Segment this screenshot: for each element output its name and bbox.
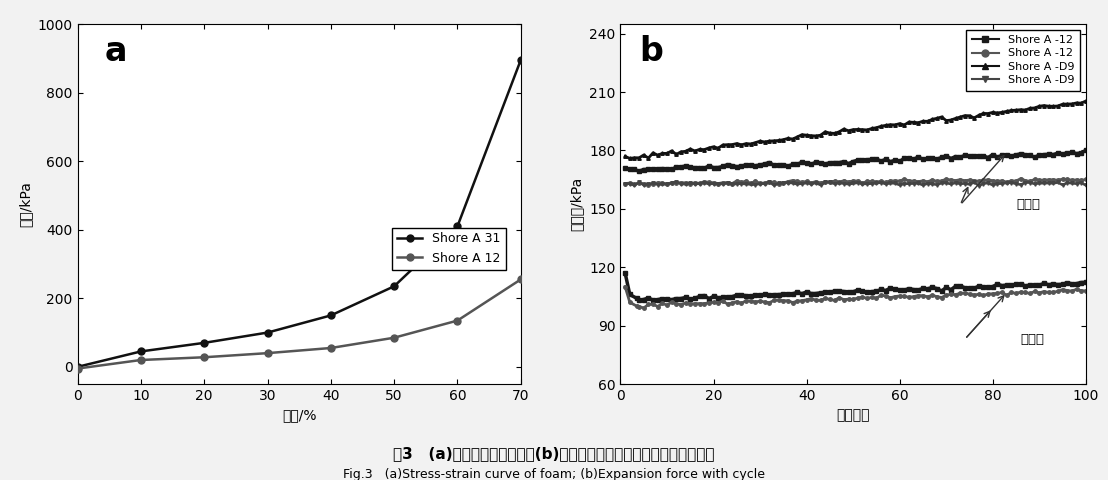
Shore A 31 [71, 364, 84, 370]
Shore A -12_dis [1065, 177, 1078, 183]
Shore A 12 [325, 345, 338, 351]
Legend: Shore A 31, Shore A 12: Shore A 31, Shore A 12 [392, 228, 505, 270]
Legend: Shore A -12, Shore A -12, Shore A -D9, Shore A -D9: Shore A -12, Shore A -12, Shore A -D9, S… [966, 30, 1080, 91]
Shore A 12 [514, 276, 527, 282]
Line: Shore A 12: Shore A 12 [74, 276, 524, 372]
Shore A -D9_dis [1065, 180, 1078, 186]
Shore A -12_dis [861, 179, 874, 184]
Shore A -12_dis [1014, 176, 1027, 181]
Shore A 12 [197, 354, 211, 360]
Shore A -D9_chg [623, 156, 636, 161]
Shore A 31 [197, 340, 211, 346]
Shore A -12_chg [618, 165, 632, 171]
Shore A -D9_dis [730, 181, 743, 187]
Shore A -D9_dis [669, 179, 683, 185]
Shore A 12 [451, 318, 464, 324]
Shore A 31 [451, 223, 464, 229]
Shore A 12 [71, 366, 84, 372]
Shore A -12_chg [1060, 150, 1074, 156]
Shore A 31 [134, 348, 147, 354]
Shore A -12_dis [1079, 177, 1092, 182]
Shore A -12_chg [633, 168, 646, 174]
Y-axis label: 应力/kPa: 应力/kPa [18, 181, 32, 227]
Line: Shore A 31: Shore A 31 [74, 57, 524, 371]
Shore A -D9_dis [861, 181, 874, 187]
Shore A -12_dis [642, 182, 655, 188]
X-axis label: 循环次数: 循环次数 [837, 408, 870, 422]
Shore A -D9_chg [711, 145, 725, 151]
Shore A -D9_chg [1060, 101, 1074, 107]
Shore A -D9_chg [1047, 103, 1060, 109]
Line: Shore A -D9_dis: Shore A -D9_dis [624, 180, 1088, 187]
X-axis label: 应变/%: 应变/% [281, 408, 317, 422]
Text: 放电末: 放电末 [1020, 333, 1045, 346]
Text: b: b [639, 35, 663, 68]
Shore A -12_dis [711, 180, 725, 186]
Shore A -D9_chg [618, 154, 632, 159]
Shore A -12_chg [897, 156, 911, 161]
Line: Shore A -12_dis: Shore A -12_dis [624, 177, 1088, 186]
Shore A -D9_chg [1079, 98, 1092, 104]
Text: 图3   (a)泡棉应力应变曲线；(b)不同循环下充电末与放电末膨胀力曲线: 图3 (a)泡棉应力应变曲线；(b)不同循环下充电末与放电末膨胀力曲线 [393, 446, 715, 461]
Shore A -D9_dis [618, 181, 632, 187]
Shore A 12 [388, 335, 401, 341]
Line: Shore A -D9_chg: Shore A -D9_chg [624, 99, 1088, 160]
Shore A -12_chg [1079, 147, 1092, 153]
Shore A -12_dis [1051, 177, 1065, 183]
Shore A -12_dis [897, 177, 911, 182]
Shore A -12_dis [618, 180, 632, 186]
Shore A -D9_dis [1051, 180, 1065, 185]
Shore A -12_chg [711, 165, 725, 170]
Text: 充电末: 充电末 [1016, 198, 1040, 212]
Shore A -D9_dis [711, 181, 725, 187]
Shore A -12_dis [730, 178, 743, 184]
Shore A 31 [388, 283, 401, 289]
Text: a: a [104, 35, 126, 68]
Shore A -D9_chg [730, 141, 743, 146]
Y-axis label: 膨胀力/kPa: 膨胀力/kPa [570, 177, 584, 231]
Shore A 31 [514, 57, 527, 63]
Shore A -12_chg [730, 164, 743, 169]
Shore A -D9_dis [972, 183, 985, 189]
Shore A -D9_dis [1079, 182, 1092, 188]
Shore A 31 [325, 312, 338, 318]
Shore A -D9_chg [861, 127, 874, 133]
Line: Shore A -12_chg: Shore A -12_chg [624, 149, 1088, 173]
Text: Fig.3   (a)Stress-strain curve of foam; (b)Expansion force with cycle: Fig.3 (a)Stress-strain curve of foam; (b… [343, 468, 765, 480]
Shore A -D9_chg [897, 122, 911, 128]
Shore A -12_chg [861, 157, 874, 163]
Shore A -12_chg [1047, 152, 1060, 157]
Shore A -D9_dis [897, 181, 911, 187]
Shore A 12 [134, 357, 147, 363]
Shore A 12 [260, 350, 274, 356]
Shore A 31 [260, 330, 274, 336]
